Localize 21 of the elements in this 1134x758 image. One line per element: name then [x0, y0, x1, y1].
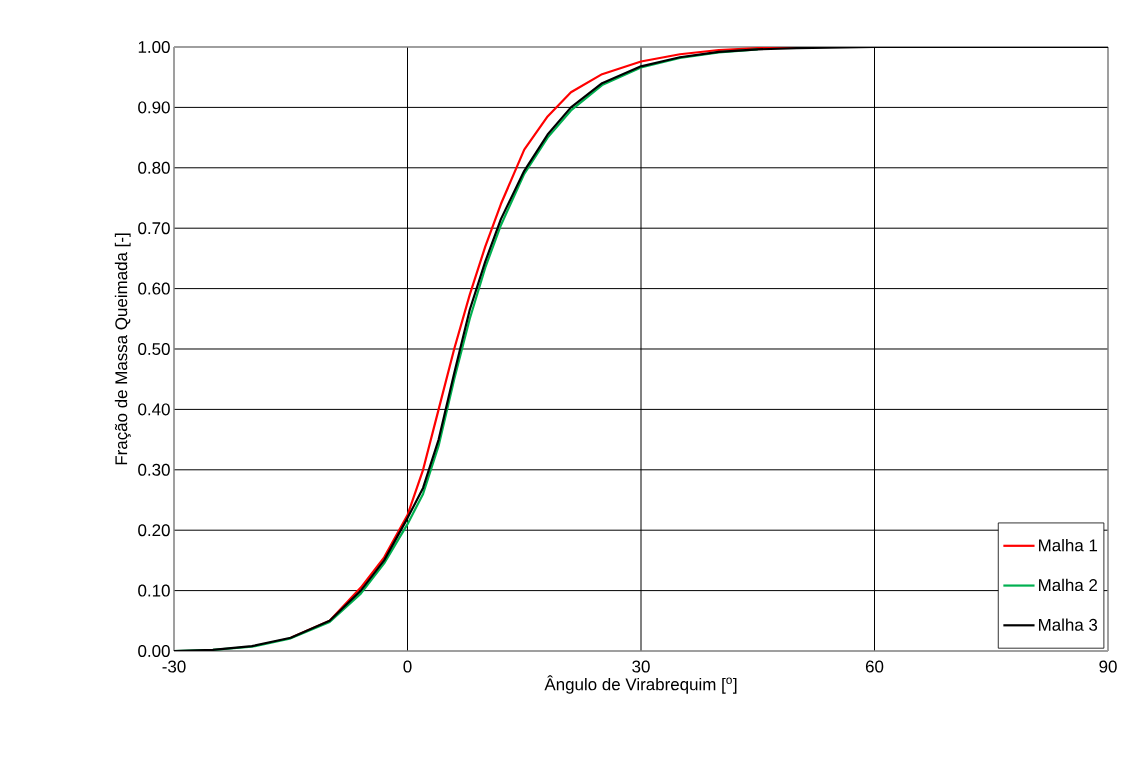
- x-tick-label: -30: [162, 660, 186, 673]
- x-tick-label: 30: [632, 660, 650, 673]
- legend-label: Malha 1: [1039, 538, 1098, 552]
- x-tick-label: 90: [1099, 660, 1117, 673]
- y-tick-label: 0.00: [138, 645, 170, 657]
- y-tick-label: 0.60: [138, 282, 170, 295]
- y-axis-title: Fração de Massa Queimada [-]: [114, 233, 131, 465]
- y-tick-label: 0.40: [138, 403, 170, 416]
- y-tick-label: 0.70: [138, 222, 170, 235]
- y-tick-label: 1.00: [138, 40, 170, 53]
- y-tick-label: 0.20: [138, 524, 170, 537]
- y-tick-label: 0.30: [138, 463, 170, 476]
- y-tick-label: 0.10: [138, 584, 170, 597]
- x-axis-title: Ângulo de Virabrequim [$^{o}$]: [544, 675, 737, 694]
- y-tick-label: 0.50: [138, 343, 170, 355]
- x-tick-label: 60: [865, 660, 884, 673]
- legend-label: Malha 2: [1039, 578, 1097, 592]
- legend-label: Malha 3: [1039, 618, 1098, 631]
- y-tick-label: 0.80: [138, 161, 170, 174]
- x-tick-label: 0: [403, 660, 412, 673]
- y-tick-label: 0.90: [138, 101, 170, 114]
